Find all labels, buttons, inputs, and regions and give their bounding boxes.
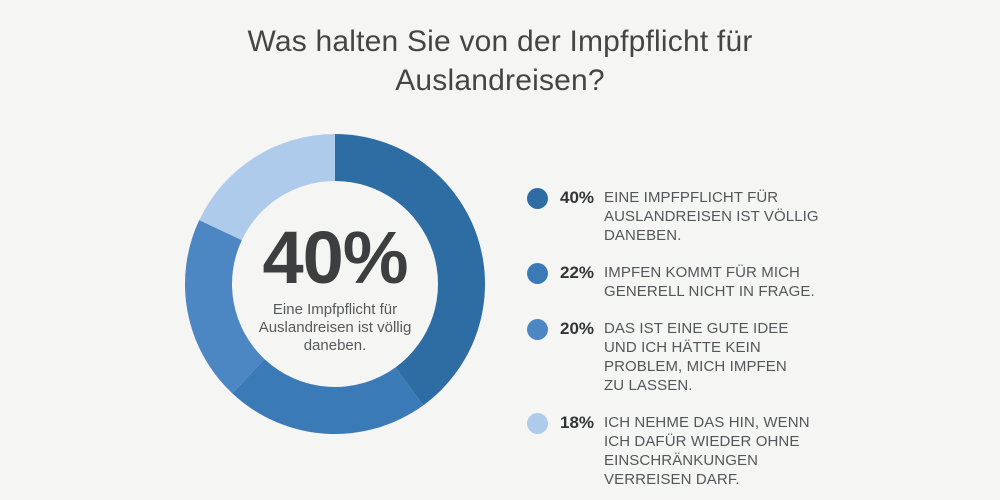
legend-percent: 20% <box>560 319 595 338</box>
donut-segment-1 <box>335 134 485 406</box>
legend-label: IMPFEN KOMMT FÜR MICH GENERELL NICHT IN … <box>604 264 815 300</box>
legend-item: 20% DAS IST EINE GUTE IDEE UND ICH HÄTTE… <box>527 319 842 395</box>
legend-item: 18% ICH NEHME DAS HIN, WENN ICH DAFÜR WI… <box>527 413 842 489</box>
legend-percent: 18% <box>560 413 595 432</box>
donut-segment-3 <box>185 220 265 394</box>
donut-segment-4 <box>199 134 335 241</box>
legend-color-dot <box>527 319 548 340</box>
legend-label: EINE IMPFPFLICHT FÜR AUSLANDREISEN IST V… <box>604 189 819 244</box>
donut-chart-area: 40% Eine Impfpflicht für Auslandreisen i… <box>185 134 485 434</box>
legend-item: 22% IMPFEN KOMMT FÜR MICH GENERELL NICHT… <box>527 263 842 301</box>
legend-label: ICH NEHME DAS HIN, WENN ICH DAFÜR WIEDER… <box>604 414 810 488</box>
page-title: Was halten Sie von der Impfpflicht für A… <box>247 25 753 97</box>
legend-color-dot <box>527 263 548 284</box>
legend-percent: 40% <box>560 188 595 207</box>
legend-label: DAS IST EINE GUTE IDEE UND ICH HÄTTE KEI… <box>604 320 789 394</box>
donut-segment-2 <box>232 359 424 434</box>
donut-center-label: 40% Eine Impfpflicht für Auslandreisen i… <box>185 216 485 355</box>
legend-color-dot <box>527 413 548 434</box>
legend-color-dot <box>527 188 548 209</box>
legend: 40% EINE IMPFPFLICHT FÜR AUSLANDREISEN I… <box>527 188 842 489</box>
donut-center-percent: 40% <box>262 216 408 299</box>
legend-item: 40% EINE IMPFPFLICHT FÜR AUSLANDREISEN I… <box>527 188 842 245</box>
legend-percent: 22% <box>560 263 595 282</box>
donut-center-caption: Eine Impfpflicht für Auslandreisen ist v… <box>258 301 412 354</box>
donut-chart <box>185 134 485 434</box>
